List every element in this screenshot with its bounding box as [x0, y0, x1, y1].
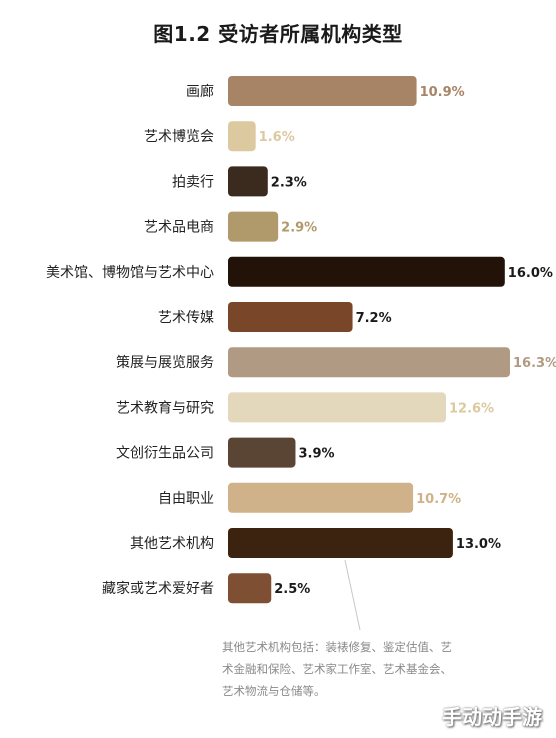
value-label: 10.7% — [416, 492, 461, 507]
chart-title: 图1.2 受访者所属机构类型 — [153, 22, 403, 46]
bar — [228, 437, 296, 468]
bar — [228, 121, 256, 152]
bar — [228, 76, 417, 106]
value-label: 3.9% — [298, 447, 334, 462]
value-label: 7.2% — [356, 311, 392, 326]
footnote-line: 术金融和保险、艺术家工作室、艺术基金会、 — [222, 662, 452, 676]
value-label: 2.9% — [281, 221, 317, 236]
bar — [228, 573, 272, 604]
category-label: 艺术传媒 — [158, 310, 214, 326]
value-label: 13.0% — [456, 537, 501, 552]
bar — [228, 211, 279, 242]
bar — [228, 166, 268, 197]
category-label: 文创衍生品公司 — [116, 446, 214, 462]
footnote-line: 艺术物流与仓储等。 — [222, 684, 326, 698]
value-label: 10.9% — [420, 85, 465, 100]
watermark: 手动动手游 — [442, 705, 542, 729]
category-label: 策展与展览服务 — [116, 354, 214, 371]
bar — [228, 302, 353, 332]
category-label: 藏家或艺术爱好者 — [102, 580, 214, 597]
bar — [228, 482, 414, 513]
category-label: 艺术品电商 — [144, 220, 214, 236]
value-label: 1.6% — [259, 130, 295, 145]
value-label: 16.0% — [508, 266, 553, 281]
category-label: 美术馆、博物馆与艺术中心 — [46, 264, 214, 281]
footnote-line: 其他艺术机构包括：装裱修复、鉴定估值、艺 — [222, 640, 452, 654]
category-label: 自由职业 — [158, 491, 214, 507]
category-label: 拍卖行 — [172, 174, 214, 190]
value-label: 2.3% — [271, 175, 307, 190]
category-label: 艺术博览会 — [144, 128, 214, 145]
bar — [228, 392, 446, 423]
category-label: 艺术教育与研究 — [116, 400, 214, 416]
value-label: 2.5% — [274, 582, 310, 597]
bar — [228, 256, 505, 287]
value-label: 12.6% — [449, 401, 494, 416]
footnote-connector-line — [344, 559, 361, 631]
value-label: 16.3% — [513, 356, 556, 371]
footnote: 其他艺术机构包括：装裱修复、鉴定估值、艺 术金融和保险、艺术家工作室、艺术基金会… — [222, 636, 512, 702]
bar — [228, 347, 510, 378]
category-label: 其他艺术机构 — [130, 536, 214, 552]
category-label: 画廊 — [186, 83, 214, 100]
bar — [228, 528, 453, 558]
